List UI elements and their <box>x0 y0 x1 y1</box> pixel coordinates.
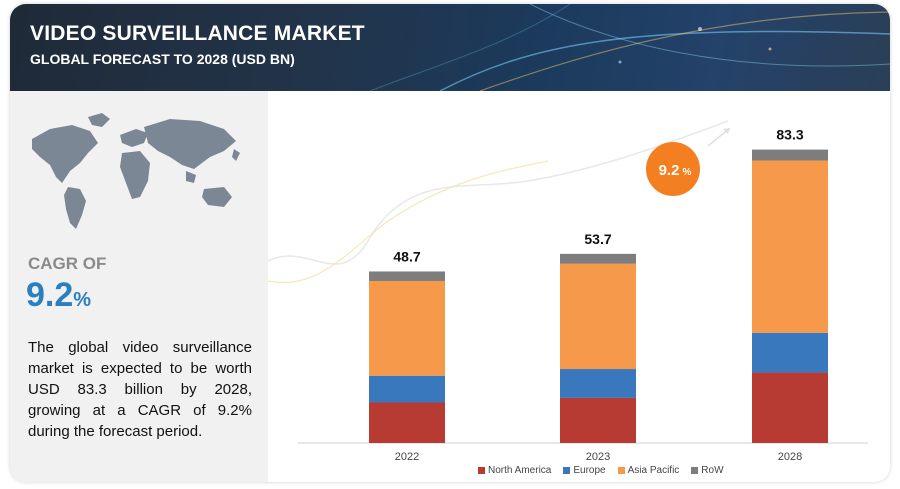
page-subtitle: GLOBAL FORECAST TO 2028 (USD BN) <box>30 51 295 67</box>
total-label-2022: 48.7 <box>393 248 420 264</box>
legend-label: Europe <box>573 465 606 476</box>
cagr-bubble-circle <box>646 142 700 196</box>
legend-label: North America <box>488 465 552 476</box>
legend-item-asia-pacific: Asia Pacific <box>617 465 680 476</box>
banner-light-streaks <box>369 4 890 91</box>
market-description: The global video surveillance market is … <box>28 339 252 440</box>
bar-2028-europe <box>752 332 828 373</box>
cagr-unit: % <box>73 289 92 311</box>
decorative-trend-curve <box>268 120 729 265</box>
bar-2028-row <box>752 149 828 161</box>
chart-area: 48.7 2022 53.7 2023 83.3 2028 9.2 % North Ame… <box>268 91 890 482</box>
bar-2023-row <box>560 253 636 264</box>
bar-2023-europe <box>560 369 636 398</box>
world-map-icon <box>32 113 240 229</box>
cagr-bubble: 9.2 % <box>646 142 700 196</box>
cagr-label: CAGR OF <box>28 254 107 273</box>
cagr-number: 9.2 <box>26 276 74 314</box>
bars-group <box>369 149 828 443</box>
bar-2022-row <box>369 271 445 281</box>
cagr-bubble-unit: % <box>683 167 692 178</box>
header-banner: VIDEO SURVEILLANCE MARKET GLOBAL FORECAS… <box>10 4 890 91</box>
x-tick-label-2028: 2028 <box>778 451 802 463</box>
bar-2023-north-america <box>560 397 636 443</box>
bar-2028-north-america <box>752 372 828 443</box>
bar-2028-asia-pacific <box>752 160 828 333</box>
legend-swatch <box>478 467 485 474</box>
legend-swatch <box>563 467 571 474</box>
legend-swatch <box>691 467 699 474</box>
x-tick-label-2022: 2022 <box>395 451 419 463</box>
chart-legend: North America Europe Asia Pacific RoW <box>478 465 724 476</box>
legend-label: RoW <box>701 465 724 476</box>
legend-swatch <box>617 467 625 474</box>
total-label-2028: 83.3 <box>776 127 803 143</box>
cagr-value: 9.2% <box>26 276 91 315</box>
decorative-trend-curve-gold <box>268 160 549 284</box>
labels-group: 48.7 2022 53.7 2023 83.3 2028 <box>393 127 803 463</box>
bar-2022-europe <box>369 375 445 403</box>
stacked-bar-chart: 48.7 2022 53.7 2023 83.3 2028 9.2 % <box>268 120 868 463</box>
growth-arrow-head <box>723 128 730 134</box>
legend-item-row: RoW <box>691 465 724 476</box>
legend-item-north-america: North America <box>478 465 551 476</box>
cagr-bubble-value: 9.2 <box>659 162 680 179</box>
legend-label: Asia Pacific <box>627 465 680 476</box>
x-tick-label-2023: 2023 <box>586 451 610 463</box>
infographic-card: VIDEO SURVEILLANCE MARKET GLOBAL FORECAS… <box>10 4 890 482</box>
bar-2022-asia-pacific <box>369 280 445 376</box>
total-label-2023: 53.7 <box>584 231 611 247</box>
page-title: VIDEO SURVEILLANCE MARKET <box>30 22 365 45</box>
legend-item-europe: Europe <box>563 465 606 476</box>
summary-panel: CAGR OF 9.2% The global video surveillan… <box>10 91 268 482</box>
bar-2022-north-america <box>369 402 445 443</box>
bar-2023-asia-pacific <box>560 263 636 370</box>
